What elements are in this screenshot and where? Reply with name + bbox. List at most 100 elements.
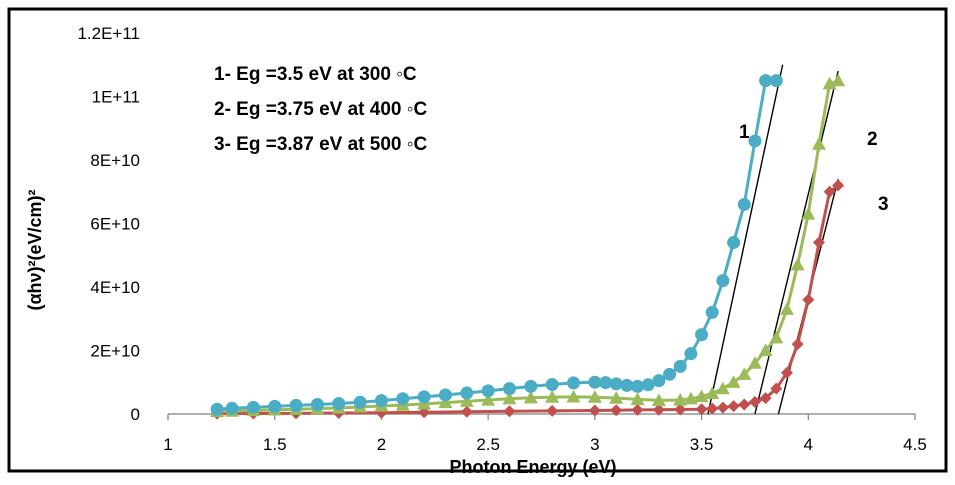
data-point-2 bbox=[779, 302, 794, 315]
data-point-2 bbox=[609, 391, 624, 404]
data-point-1 bbox=[396, 392, 410, 406]
data-point-3 bbox=[695, 403, 708, 416]
data-point-1 bbox=[417, 390, 431, 404]
data-point-3 bbox=[727, 400, 740, 413]
data-point-3 bbox=[812, 236, 825, 249]
curve-label-3: 3 bbox=[878, 194, 889, 215]
data-point-3 bbox=[706, 402, 719, 415]
data-point-2 bbox=[438, 395, 453, 409]
x-tick-label: 1.5 bbox=[263, 435, 287, 454]
series-1 bbox=[210, 74, 783, 416]
data-point-1 bbox=[737, 197, 751, 211]
data-point-3 bbox=[652, 403, 665, 416]
data-point-2 bbox=[459, 394, 474, 407]
data-point-1 bbox=[545, 377, 559, 391]
data-point-3 bbox=[738, 398, 751, 411]
data-series bbox=[210, 73, 846, 420]
data-point-1 bbox=[246, 400, 260, 414]
data-point-2 bbox=[566, 389, 581, 403]
data-point-3 bbox=[631, 403, 644, 416]
data-point-1 bbox=[524, 379, 538, 393]
data-point-1 bbox=[705, 305, 719, 319]
data-point-1 bbox=[652, 374, 666, 388]
data-point-1 bbox=[759, 74, 773, 88]
data-point-1 bbox=[663, 367, 677, 381]
data-point-3 bbox=[802, 293, 815, 306]
data-point-1 bbox=[332, 397, 346, 411]
data-point-1 bbox=[374, 394, 388, 408]
data-point-3 bbox=[674, 403, 687, 416]
fit-line-1 bbox=[707, 64, 784, 415]
data-point-2 bbox=[769, 330, 784, 344]
data-point-2 bbox=[523, 390, 538, 404]
curve-label-2: 2 bbox=[867, 129, 878, 150]
data-point-1 bbox=[684, 347, 698, 361]
data-point-1 bbox=[225, 401, 239, 415]
x-tick-label: 4.5 bbox=[903, 435, 927, 454]
data-point-1 bbox=[567, 376, 581, 390]
x-tick-label: 3 bbox=[590, 435, 599, 454]
y-tick-label: 2E+10 bbox=[90, 342, 140, 361]
data-point-1 bbox=[769, 74, 783, 88]
x-tick-label: 2 bbox=[377, 435, 386, 454]
data-point-1 bbox=[673, 359, 687, 373]
annotation-eg-1: 1- Eg =3.5 eV at 300 ◦C bbox=[214, 64, 417, 85]
data-point-1 bbox=[641, 378, 655, 392]
data-point-1 bbox=[609, 377, 623, 391]
data-point-1 bbox=[588, 375, 602, 389]
data-point-1 bbox=[481, 384, 495, 398]
data-point-1 bbox=[695, 328, 709, 342]
data-point-1 bbox=[727, 236, 741, 250]
data-point-2 bbox=[831, 73, 846, 87]
data-point-3 bbox=[716, 401, 729, 414]
y-tick-label: 1E+11 bbox=[92, 88, 140, 107]
data-point-3 bbox=[823, 185, 836, 198]
data-point-2 bbox=[811, 137, 826, 150]
y-tick-label: 4E+10 bbox=[90, 278, 140, 297]
x-tick-label: 2.5 bbox=[476, 435, 500, 454]
data-point-2 bbox=[587, 390, 602, 403]
chart-border bbox=[7, 7, 948, 473]
data-point-3 bbox=[546, 404, 559, 417]
annotation-eg-2: 2- Eg =3.75 eV at 400 ◦C bbox=[214, 99, 427, 120]
y-tick-labels: 0 2E+10 4E+10 6E+10 8E+10 1E+11 1.2E+11 bbox=[77, 24, 140, 424]
x-tick-label: 3.5 bbox=[690, 435, 714, 454]
data-point-3 bbox=[770, 382, 783, 395]
data-point-1 bbox=[599, 376, 613, 390]
data-point-2 bbox=[630, 392, 645, 405]
data-point-1 bbox=[353, 395, 367, 409]
data-point-2 bbox=[737, 367, 752, 380]
data-point-2 bbox=[747, 356, 762, 369]
data-point-2 bbox=[683, 391, 698, 405]
data-point-2 bbox=[758, 343, 773, 357]
data-point-3 bbox=[610, 404, 623, 417]
data-point-2 bbox=[822, 76, 837, 90]
data-point-3 bbox=[460, 405, 473, 418]
fit-line-2 bbox=[754, 70, 839, 415]
data-point-1 bbox=[620, 378, 634, 392]
data-point-1 bbox=[631, 379, 645, 393]
data-point-3 bbox=[791, 338, 804, 351]
data-point-1 bbox=[438, 388, 452, 402]
x-axis-title: Photon Energy (eV) bbox=[449, 457, 616, 477]
annotation-eg-3: 3- Eg =3.87 eV at 500 ◦C bbox=[214, 134, 427, 155]
data-point-2 bbox=[694, 389, 709, 403]
y-tick-label: 1.2E+11 bbox=[77, 24, 140, 43]
data-point-1 bbox=[210, 402, 224, 416]
y-tick-label: 0 bbox=[131, 405, 140, 424]
data-point-1 bbox=[289, 398, 303, 412]
data-point-2 bbox=[705, 386, 720, 399]
data-point-1 bbox=[268, 399, 282, 413]
data-point-2 bbox=[726, 375, 741, 388]
data-point-2 bbox=[673, 393, 688, 406]
y-tick-label: 8E+10 bbox=[90, 151, 140, 170]
data-point-3 bbox=[588, 404, 601, 417]
data-point-2 bbox=[801, 206, 816, 220]
series-line-3 bbox=[217, 184, 840, 416]
data-point-3 bbox=[748, 395, 761, 408]
x-tick-label: 1 bbox=[163, 435, 172, 454]
y-axis-title: (αhν)²(eV/cm)² bbox=[25, 189, 45, 310]
data-point-2 bbox=[481, 393, 496, 406]
